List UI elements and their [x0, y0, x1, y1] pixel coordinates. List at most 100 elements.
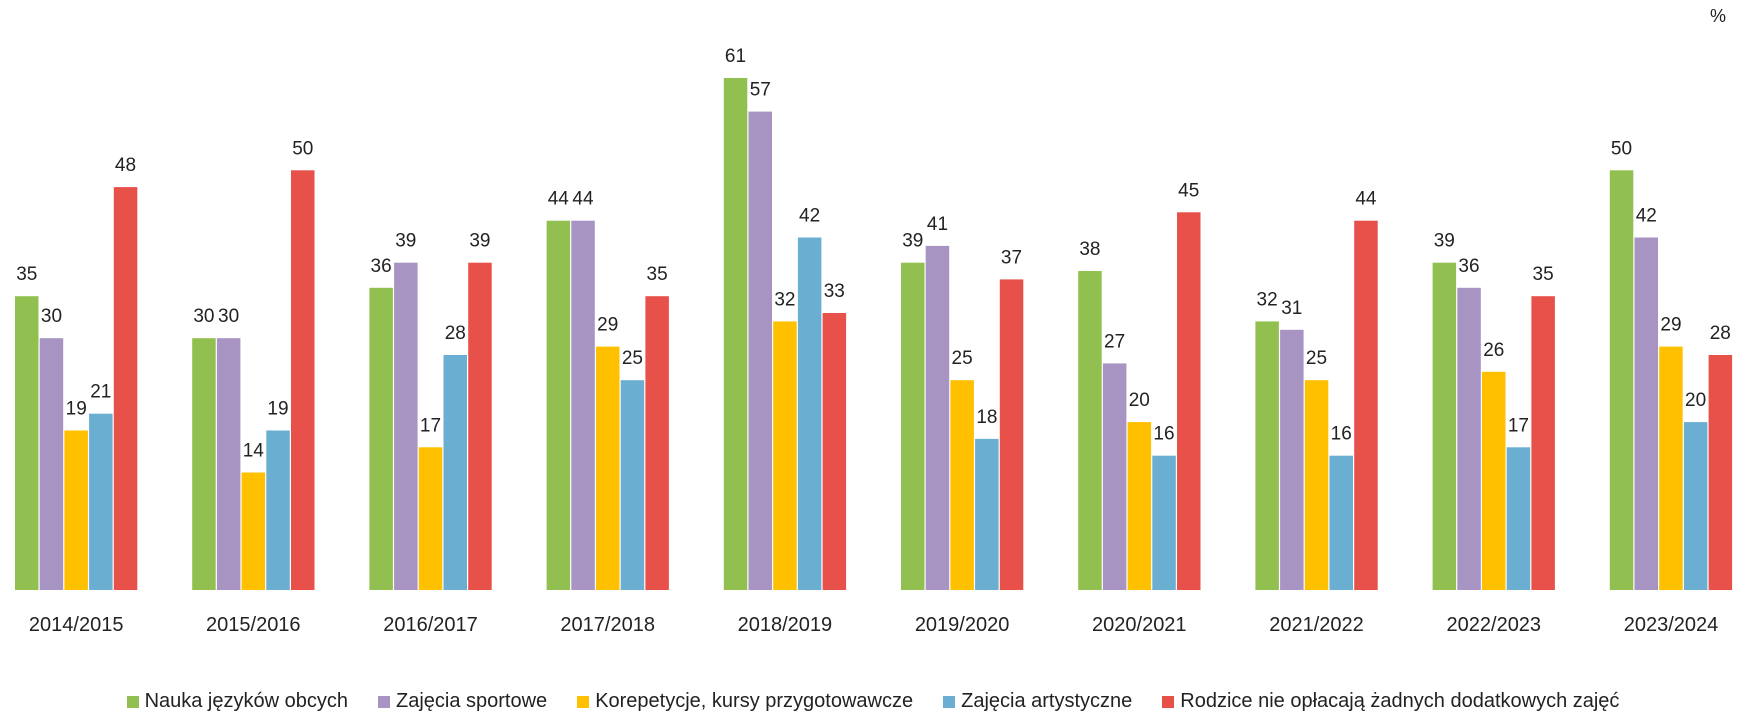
bar [748, 111, 772, 590]
legend-item: Zajęcia sportowe [378, 690, 547, 713]
data-label: 50 [292, 138, 313, 159]
bar [1659, 346, 1683, 590]
bar [291, 170, 315, 591]
legend-label: Korepetycje, kursy przygotowawcze [595, 690, 914, 712]
data-label: 37 [1001, 247, 1022, 268]
data-label: 41 [927, 214, 948, 235]
legend-item: Zajęcia artystyczne [943, 690, 1132, 713]
bar [925, 245, 950, 590]
category-label: 2019/2020 [915, 614, 1010, 636]
data-label: 33 [824, 281, 845, 302]
category-label: 2023/2024 [1624, 614, 1719, 636]
category-label: 2015/2016 [206, 614, 301, 636]
legend-label: Zajęcia artystyczne [961, 690, 1133, 712]
data-label: 42 [799, 206, 820, 227]
data-label: 39 [1434, 231, 1455, 252]
legend-swatch [1162, 695, 1175, 708]
bar [1482, 371, 1506, 590]
data-label: 36 [371, 256, 392, 277]
data-label: 39 [469, 231, 490, 252]
bar [773, 321, 797, 590]
category-label: 2016/2017 [383, 614, 478, 636]
bar [1457, 287, 1481, 590]
data-label: 35 [647, 264, 668, 285]
bar [1078, 271, 1102, 590]
data-label: 31 [1281, 298, 1302, 319]
data-label: 26 [1483, 340, 1504, 361]
bar [901, 262, 925, 590]
legend-swatch [126, 695, 139, 708]
bar [113, 187, 138, 590]
bar [64, 430, 88, 590]
data-label: 44 [572, 189, 594, 210]
bar [1255, 321, 1279, 590]
legend-label: Nauka języków obcych [144, 690, 348, 712]
data-label: 20 [1685, 390, 1706, 411]
bar [15, 296, 39, 590]
data-label: 61 [725, 46, 746, 67]
data-label: 19 [267, 399, 288, 420]
legend: Nauka języków obcych Zajęcia sportowe Kore… [0, 690, 1746, 713]
legend-label: Rodzice nie opłacają żadnych dodatkowych… [1180, 690, 1620, 712]
bar [241, 472, 266, 590]
data-label: 36 [1458, 256, 1479, 277]
bar [1177, 212, 1201, 591]
bar [797, 237, 822, 590]
bar [1304, 380, 1329, 590]
bar [546, 220, 571, 590]
data-label: 42 [1636, 206, 1657, 227]
bar [822, 313, 847, 590]
bar [1506, 447, 1531, 590]
unit-label: % [1709, 6, 1726, 26]
legend-swatch [378, 695, 390, 708]
data-label: 27 [1104, 331, 1125, 352]
bar [216, 338, 241, 590]
data-label: 16 [1153, 424, 1174, 445]
data-label: 18 [976, 407, 997, 428]
data-label: 14 [243, 441, 265, 462]
category-label: 2018/2019 [738, 614, 833, 636]
bar [1354, 220, 1378, 590]
data-label: 16 [1331, 424, 1352, 445]
bar [443, 355, 467, 590]
data-label: 30 [218, 306, 239, 327]
bar [975, 438, 999, 590]
data-label: 38 [1079, 239, 1100, 260]
data-label: 35 [1533, 264, 1554, 285]
bar [723, 78, 748, 590]
bar [266, 430, 290, 590]
bar [1609, 170, 1634, 591]
data-label: 17 [1508, 415, 1529, 436]
data-label: 32 [1257, 289, 1278, 310]
data-label: 25 [622, 348, 643, 369]
data-label: 30 [193, 306, 214, 327]
bar [418, 447, 443, 590]
legend-swatch [577, 695, 590, 708]
bar [192, 338, 216, 590]
data-label: 28 [445, 323, 466, 344]
data-label: 25 [952, 348, 973, 369]
category-label: 2020/2021 [1092, 614, 1187, 636]
category-label: 2017/2018 [560, 614, 655, 636]
bar [1634, 237, 1658, 590]
bar [1329, 455, 1353, 590]
legend-item: Rodzice nie opłacają żadnych dodatkowych… [1162, 690, 1619, 713]
bar [645, 296, 669, 590]
bar [394, 262, 418, 590]
bar [571, 220, 595, 590]
data-label: 50 [1611, 138, 1632, 159]
data-label: 17 [420, 415, 441, 436]
legend-item: Korepetycje, kursy przygotowawcze [577, 690, 913, 713]
bar [620, 380, 645, 590]
data-label: 32 [774, 289, 795, 310]
bar [1280, 329, 1304, 590]
legend-swatch [943, 695, 956, 708]
bar [39, 338, 64, 590]
data-label: 57 [750, 80, 771, 101]
data-label: 39 [902, 231, 923, 252]
bar [369, 287, 393, 590]
data-label: 35 [16, 264, 37, 285]
legend-label: Zajęcia sportowe [396, 690, 548, 712]
bar [999, 279, 1024, 590]
